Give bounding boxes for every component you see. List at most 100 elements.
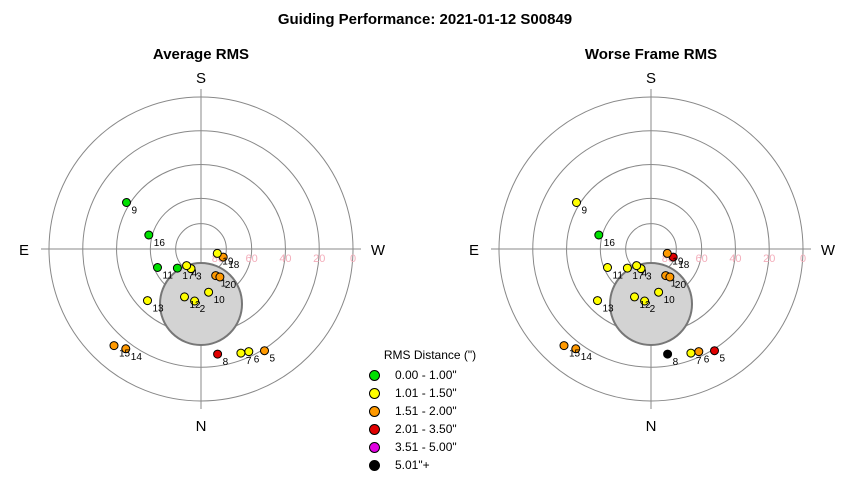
point-label-6: 6 [254,355,260,366]
guide-point-8 [213,349,223,359]
point-label-11: 11 [613,271,624,282]
guide-point-17 [622,263,632,273]
point-label-17: 17 [632,271,644,282]
panel-title: Worse Frame RMS [585,46,717,63]
legend-swatch [369,405,380,417]
direction-label-bottom: N [196,418,207,435]
guide-point-10 [654,287,664,297]
guide-point-11 [603,263,612,272]
legend-label: 1.51 - 2.00" [395,404,457,418]
direction-label-bottom: N [646,418,657,435]
point-label-3: 3 [196,272,202,283]
point-label-1: 1 [221,279,227,290]
point-label-9: 9 [582,206,588,217]
guide-point-13 [593,296,602,306]
guide-point-10 [204,287,214,297]
legend-entry: 1.01 - 1.50" [360,384,500,402]
point-label-19: 19 [222,256,234,267]
guide-point-17 [172,263,182,273]
guide-point-19 [212,248,222,258]
legend-entry: 3.51 - 5.00" [360,438,500,456]
point-label-12: 12 [190,300,202,311]
legend-label: 0.00 - 1.00" [395,368,457,382]
obstruction-disk [609,262,693,346]
legend-entry: 1.51 - 2.00" [360,402,500,420]
panel-title: Average RMS [153,46,249,63]
direction-label-top: S [646,70,656,87]
direction-label-right: W [371,242,386,259]
legend-entry: 0.00 - 1.00" [360,366,500,384]
guide-point-9 [122,198,131,207]
guide-point-12 [180,292,189,302]
point-label-11: 11 [163,271,174,282]
point-label-12: 12 [640,300,652,311]
legend-swatch [369,369,380,381]
legend-swatch [369,459,380,471]
point-label-16: 16 [604,238,616,249]
legend-label: 2.01 - 3.50" [395,422,457,436]
radial-tick-label: 40 [729,253,741,265]
legend-label: 3.51 - 5.00" [395,440,457,454]
point-label-4: 4 [192,269,198,280]
guide-point-7 [236,348,246,358]
point-label-17: 17 [182,271,194,282]
guide-point-14 [121,344,131,354]
point-label-13: 13 [603,304,615,315]
legend-label: 1.01 - 1.50" [395,386,457,400]
point-label-5: 5 [720,354,726,365]
point-label-13: 13 [153,304,165,315]
point-label-19: 19 [672,256,684,267]
legend-swatch [369,441,380,453]
legend-swatch [369,387,380,399]
guide-point-5 [260,346,269,356]
legend-label: 5.01"+ [395,458,430,472]
point-label-7: 7 [246,356,252,367]
point-label-9: 9 [132,206,138,217]
radial-tick-label: 60 [246,253,258,265]
guide-point-12 [630,292,639,302]
point-label-14: 14 [581,352,593,363]
point-label-5: 5 [270,354,276,365]
guide-point-9 [572,198,581,207]
point-label-4: 4 [642,269,648,280]
legend-swatch [369,423,380,435]
direction-label-top: S [196,70,206,87]
legend-entry: 5.01"+ [360,456,500,474]
obstruction-disk [159,262,243,346]
guide-point-14 [571,344,581,354]
radial-tick-label: 0 [350,253,356,265]
chart-title: Guiding Performance: 2021-01-12 S00849 [278,11,572,28]
point-label-8: 8 [223,357,229,368]
point-label-6: 6 [704,355,710,366]
legend-title: RMS Distance (") [383,348,477,362]
guide-point-19 [662,248,672,258]
guide-point-11 [153,263,162,272]
direction-label-left: E [19,242,29,259]
radial-tick-label: 60 [696,253,708,265]
point-label-20: 20 [225,280,237,291]
radial-tick-label: 20 [313,253,325,265]
point-label-15: 15 [569,349,581,360]
point-label-18: 18 [228,260,240,271]
point-label-18: 18 [678,260,690,271]
legend: RMS Distance (") 0.00 - 1.00" 1.01 - 1.50… [360,348,500,474]
point-label-2: 2 [200,304,206,315]
point-label-8: 8 [673,357,679,368]
guide-point-20 [665,272,675,282]
legend-entry: 2.01 - 3.50" [360,420,500,438]
radial-tick-label: 20 [763,253,775,265]
point-label-14: 14 [131,352,143,363]
guide-point-4 [182,261,192,271]
guide-point-16 [144,230,154,240]
guide-point-4 [632,261,642,271]
direction-label-left: E [469,242,479,259]
point-label-7: 7 [696,356,702,367]
guide-point-15 [109,341,119,351]
point-label-2: 2 [650,304,656,315]
guide-point-5 [710,346,719,356]
guide-point-8 [663,349,673,359]
point-label-15: 15 [119,349,131,360]
